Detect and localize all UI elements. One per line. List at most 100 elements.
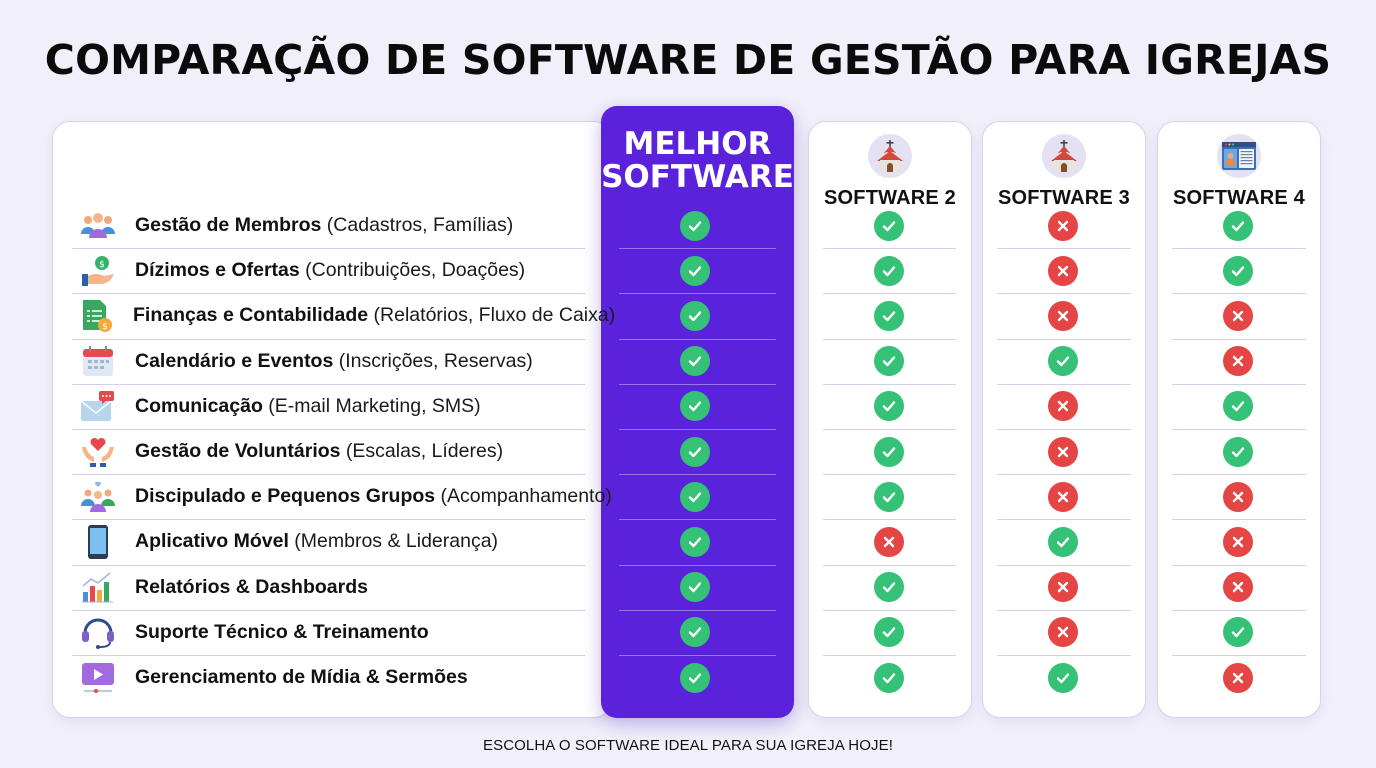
row-divider <box>997 383 1131 385</box>
cross-icon <box>874 527 904 557</box>
check-icon <box>1048 662 1078 693</box>
row-divider <box>823 429 956 430</box>
feature-row: Relatórios & Dashboards <box>72 565 585 610</box>
check-icon <box>680 481 710 512</box>
row-divider <box>72 429 585 430</box>
page-title: COMPARAÇÃO DE SOFTWARE DE GESTÃO PARA IG… <box>44 36 1332 84</box>
row-divider <box>72 293 585 295</box>
feature-label: Gestão de Membros (Cadastros, Famílias) <box>135 214 513 237</box>
check-icon <box>680 572 710 603</box>
cross-icon <box>1048 572 1078 603</box>
best-header-line2: SOFTWARE <box>601 159 794 195</box>
row-divider <box>823 383 956 385</box>
row-divider <box>1172 519 1306 521</box>
check-icon <box>874 391 904 422</box>
feature-label: Gestão de Voluntários (Escalas, Líderes) <box>135 440 503 463</box>
feature-row: $ Finanças e Contabilidade (Relatórios, … <box>72 293 615 338</box>
feature-name: Discipulado e Pequenos Grupos <box>135 485 436 508</box>
row-divider <box>72 519 585 521</box>
cross-icon <box>1223 527 1253 557</box>
check-icon <box>874 210 904 241</box>
row-divider <box>823 564 956 566</box>
feature-row: Comunicação (E-mail Marketing, SMS) <box>72 384 585 429</box>
feature-name: Comunicação <box>135 394 263 417</box>
column-title: SOFTWARE 3 <box>997 187 1130 209</box>
cross-icon <box>1223 662 1253 693</box>
row-divider <box>997 474 1131 476</box>
row-divider <box>823 655 956 656</box>
row-divider <box>1172 564 1306 566</box>
mail-chat-icon <box>80 388 116 424</box>
row-divider <box>997 609 1131 611</box>
check-icon <box>874 436 904 467</box>
feature-row: Calendário e Eventos (Inscrições, Reserv… <box>72 339 585 384</box>
row-divider <box>619 338 776 340</box>
feature-label: Gerenciamento de Mídia & Sermões <box>135 666 468 689</box>
media-player-icon <box>80 660 116 696</box>
check-icon <box>874 662 904 693</box>
feature-name: Suporte Técnico & Treinamento <box>135 620 429 643</box>
row-divider <box>823 338 956 340</box>
feature-label: Aplicativo Móvel (Membros & Liderança) <box>135 530 498 553</box>
church-icon <box>868 134 912 178</box>
check-icon <box>1048 527 1078 557</box>
feature-row: Suporte Técnico & Treinamento <box>72 610 585 655</box>
check-icon <box>1223 391 1253 422</box>
check-icon <box>680 436 710 467</box>
feature-name: Gestão de Voluntários <box>135 440 341 462</box>
feature-name: Relatórios & Dashboards <box>135 575 368 598</box>
check-icon <box>1223 617 1253 648</box>
check-icon <box>680 662 710 693</box>
feature-detail: (Escalas, Líderes) <box>340 440 504 462</box>
row-divider <box>72 564 585 566</box>
profile-window-icon <box>1217 134 1261 178</box>
feature-label: Comunicação (E-mail Marketing, SMS) <box>135 395 481 418</box>
row-divider <box>1172 338 1306 340</box>
cross-icon <box>1048 436 1078 467</box>
feature-name: Gestão de Membros <box>135 214 322 236</box>
check-icon <box>874 301 904 331</box>
cross-icon <box>1223 301 1253 331</box>
feature-label: Relatórios & Dashboards <box>135 576 368 599</box>
row-divider <box>997 655 1131 656</box>
best-software-header: MELHOR SOFTWARE <box>601 128 794 194</box>
calendar-icon <box>80 343 116 379</box>
check-icon <box>680 617 710 648</box>
feature-name: Calendário e Eventos <box>135 349 334 372</box>
feature-detail: (E-mail Marketing, SMS) <box>262 394 481 417</box>
check-icon <box>1223 436 1253 467</box>
check-icon <box>874 572 904 603</box>
row-divider <box>619 564 776 566</box>
row-divider <box>619 383 776 385</box>
row-divider <box>997 293 1131 295</box>
feature-row: Gestão de Membros (Cadastros, Famílias) <box>72 203 585 248</box>
row-divider <box>72 383 585 385</box>
row-divider <box>1172 474 1306 476</box>
row-divider <box>997 519 1131 521</box>
check-icon <box>680 210 710 241</box>
cross-icon <box>1223 481 1253 512</box>
check-icon <box>1223 255 1253 286</box>
row-divider <box>619 609 776 611</box>
svg-text:$: $ <box>99 260 105 270</box>
cross-icon <box>1048 617 1078 648</box>
check-icon <box>680 391 710 422</box>
row-divider <box>1172 609 1306 611</box>
heart-hands-icon <box>80 434 116 470</box>
feature-detail: (Acompanhamento) <box>435 485 612 508</box>
members-icon <box>80 208 116 244</box>
feature-name: Aplicativo Móvel <box>135 530 289 553</box>
cross-icon <box>1048 301 1078 331</box>
feature-detail: (Contribuições, Doações) <box>299 259 526 282</box>
cross-icon <box>1048 391 1078 422</box>
feature-row: Aplicativo Móvel (Membros & Liderança) <box>72 519 585 564</box>
column-title: SOFTWARE 2 <box>823 187 956 209</box>
best-header-line1: MELHOR <box>623 126 772 162</box>
check-icon <box>874 255 904 286</box>
feature-label: Dízimos e Ofertas (Contribuições, Doaçõe… <box>135 259 525 282</box>
feature-detail: (Cadastros, Famílias) <box>321 214 514 236</box>
feature-detail: (Membros & Liderança) <box>288 530 499 553</box>
row-divider <box>823 293 956 295</box>
row-divider <box>72 338 585 340</box>
row-divider <box>997 338 1131 340</box>
